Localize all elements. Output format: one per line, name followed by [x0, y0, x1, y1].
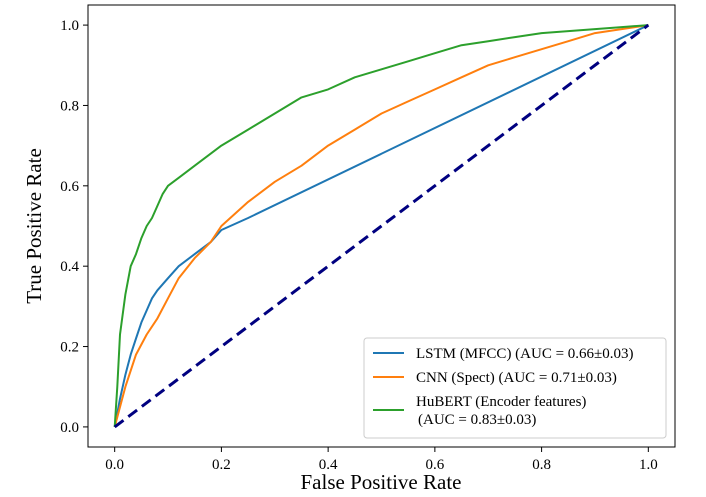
legend-box: [363, 337, 667, 439]
x-tick-label: 0.4: [319, 457, 338, 473]
x-tick-label: 0.2: [212, 457, 231, 473]
x-tick-label: 0.8: [532, 457, 551, 473]
y-tick-label: 0.6: [60, 179, 79, 195]
plot-frame: [87, 4, 676, 448]
legend-label-cnn: CNN (Spect) (AUC = 0.71±0.03): [416, 370, 617, 386]
roc-series-line-2: [113, 24, 649, 427]
y-tick-label: 1.0: [60, 18, 79, 34]
legend-label-hubert-line1: HuBERT (Encoder features): [416, 394, 586, 410]
legend-label-hubert-line2: (AUC = 0.83±0.03): [418, 412, 536, 428]
legend: LSTM (MFCC) (AUC = 0.66±0.03) CNN (Spect…: [363, 337, 667, 439]
roc-series-line-1: [113, 24, 649, 428]
x-tick-label: 0.6: [425, 457, 444, 473]
y-axis: 0.0 0.2 0.4 0.6 0.8 1.0: [60, 18, 88, 436]
y-tick-label: 0.0: [60, 420, 79, 436]
y-tick-label: 0.2: [60, 340, 79, 356]
legend-label-lstm: LSTM (MFCC) (AUC = 0.66±0.03): [416, 346, 634, 362]
x-axis-label: False Positive Rate: [301, 470, 462, 494]
x-tick-label: 1.0: [639, 457, 658, 473]
chance-diagonal-line: [113, 23, 650, 429]
y-tick-label: 0.4: [60, 259, 79, 275]
series-layer: [113, 23, 650, 429]
x-axis: 0.0 0.2 0.4 0.6 0.8 1.0: [105, 447, 658, 473]
x-tick-label: 0.0: [105, 457, 124, 473]
y-axis-label: True Positive Rate: [22, 148, 46, 304]
y-tick-label: 0.8: [60, 98, 79, 114]
roc-series-line-0: [113, 24, 649, 428]
